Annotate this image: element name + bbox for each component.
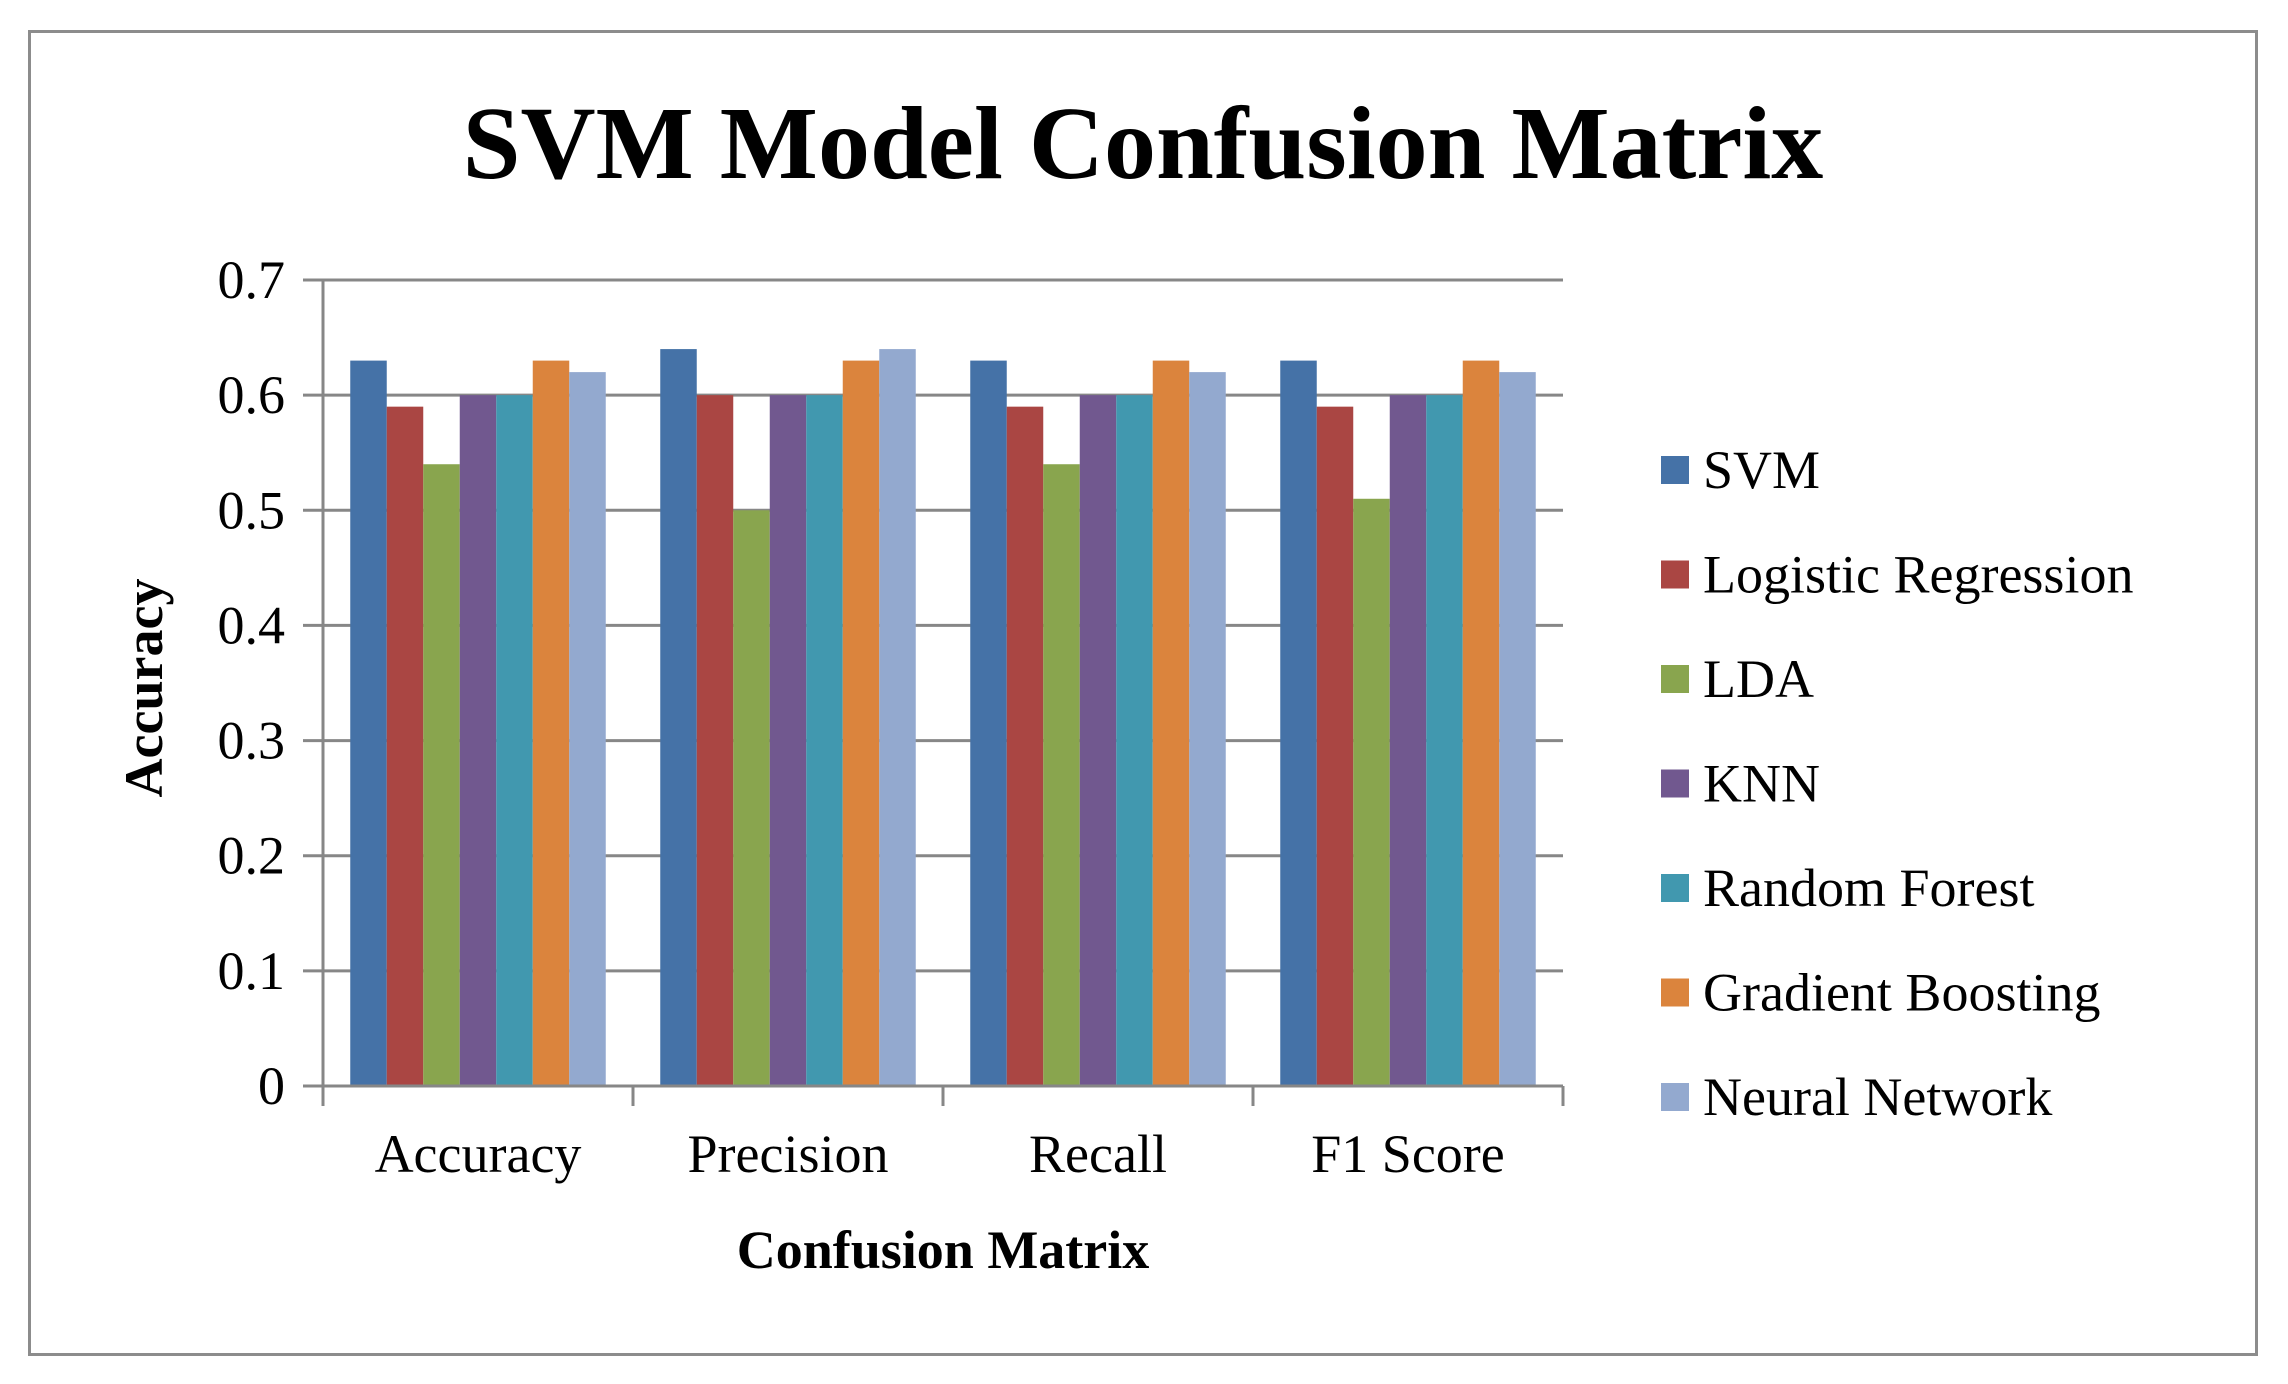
bar-svm-recall bbox=[970, 360, 1007, 1087]
bar-svm-f1-score bbox=[1280, 360, 1317, 1087]
legend-swatch bbox=[1661, 1083, 1689, 1111]
bar-gradient-boosting-accuracy bbox=[532, 360, 570, 1087]
legend-label: SVM bbox=[1703, 440, 1820, 500]
x-axis-title: Confusion Matrix bbox=[737, 1220, 1150, 1280]
bar-random-forest-accuracy bbox=[496, 395, 533, 1087]
bar-lda-f1-score bbox=[1353, 498, 1390, 1086]
bar-neural-network-recall bbox=[1189, 372, 1226, 1087]
legend: SVM Logistic Regression LDA KNN Random Fores… bbox=[1661, 440, 2133, 1127]
bar-logistic-regression-accuracy bbox=[386, 406, 424, 1087]
bar-svm-precision bbox=[660, 349, 697, 1087]
legend-swatch bbox=[1661, 769, 1689, 798]
y-tick-label: 0.3 bbox=[218, 711, 286, 771]
legend-label: KNN bbox=[1703, 754, 1820, 814]
bar-gradient-boosting-recall bbox=[1152, 360, 1190, 1087]
legend-label: LDA bbox=[1703, 649, 1814, 709]
legend-swatch bbox=[1661, 665, 1689, 693]
bar-random-forest-f1-score bbox=[1426, 395, 1463, 1087]
bar-lda-accuracy bbox=[423, 464, 460, 1086]
legend-label: Neural Network bbox=[1703, 1067, 2052, 1127]
bar-logistic-regression-recall bbox=[1006, 406, 1044, 1087]
legend-swatch bbox=[1661, 978, 1689, 1007]
bar-gradient-boosting-f1-score bbox=[1462, 360, 1500, 1087]
y-tick-label: 0.5 bbox=[218, 480, 286, 540]
x-tick-label: Precision bbox=[688, 1124, 889, 1184]
y-tick-label: 0.6 bbox=[218, 365, 286, 425]
bar-logistic-regression-precision bbox=[696, 395, 734, 1087]
x-tick-label: Accuracy bbox=[375, 1124, 582, 1184]
legend-swatch bbox=[1661, 560, 1689, 589]
legend-label: Logistic Regression bbox=[1703, 545, 2133, 605]
bar-random-forest-precision bbox=[806, 395, 843, 1087]
bar-neural-network-f1-score bbox=[1499, 372, 1536, 1087]
y-tick-label: 0 bbox=[258, 1056, 285, 1116]
bar-neural-network-precision bbox=[879, 349, 916, 1087]
y-tick-labels: 0 0.1 0.2 0.3 0.4 0.5 0.6 0.7 bbox=[218, 250, 286, 1116]
axes bbox=[303, 278, 1565, 1106]
bar-knn-f1-score bbox=[1389, 395, 1427, 1087]
y-tick-label: 0.4 bbox=[218, 595, 286, 655]
legend-swatch bbox=[1661, 874, 1689, 902]
bar-knn-precision bbox=[769, 395, 807, 1087]
bar-random-forest-recall bbox=[1116, 395, 1153, 1087]
bars bbox=[350, 349, 1536, 1087]
bar-logistic-regression-f1-score bbox=[1316, 406, 1354, 1087]
bar-knn-recall bbox=[1079, 395, 1117, 1087]
y-tick-label: 0.2 bbox=[218, 826, 286, 886]
bar-neural-network-accuracy bbox=[569, 372, 606, 1087]
legend-swatch bbox=[1661, 456, 1689, 484]
bar-knn-accuracy bbox=[459, 395, 497, 1087]
x-tick-label: Recall bbox=[1029, 1124, 1167, 1184]
chart-title: SVM Model Confusion Matrix bbox=[463, 86, 1824, 201]
y-tick-label: 0.1 bbox=[218, 941, 286, 1001]
y-tick-label: 0.7 bbox=[218, 250, 286, 310]
x-tick-label: F1 Score bbox=[1311, 1124, 1504, 1184]
bar-svm-accuracy bbox=[350, 360, 387, 1087]
bar-gradient-boosting-precision bbox=[842, 360, 880, 1087]
bar-lda-recall bbox=[1043, 464, 1080, 1086]
legend-label: Random Forest bbox=[1703, 858, 2035, 918]
legend-label: Gradient Boosting bbox=[1703, 963, 2100, 1023]
bar-lda-precision bbox=[733, 510, 770, 1086]
x-tick-labels: Accuracy Precision Recall F1 Score bbox=[375, 1124, 1505, 1184]
y-axis-title: Accuracy bbox=[114, 579, 174, 798]
